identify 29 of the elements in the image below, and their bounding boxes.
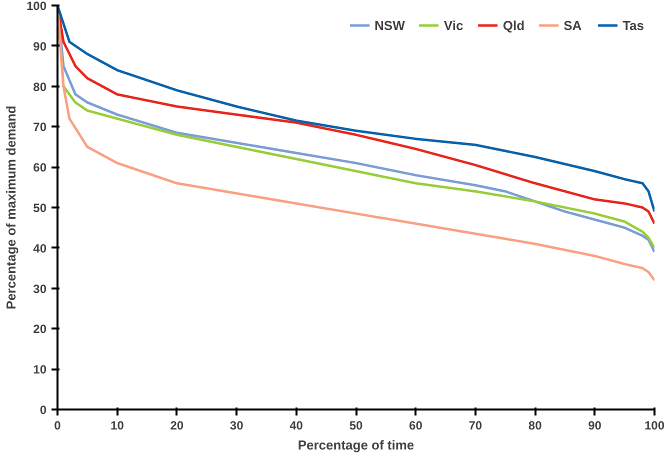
x-axis-title: Percentage of time	[298, 438, 414, 452]
x-tick-label: 30	[230, 418, 244, 432]
y-tick-label: 0	[40, 403, 47, 417]
legend-label: SA	[564, 18, 583, 32]
x-tick-label: 80	[528, 418, 542, 432]
y-tick-label: 90	[33, 39, 47, 54]
x-tick-label: 100	[644, 418, 665, 432]
y-tick-label: 70	[33, 120, 47, 134]
x-tick-label: 40	[290, 418, 304, 432]
legend-label: Vic	[444, 18, 464, 32]
y-tick-label: 100	[26, 0, 47, 13]
y-tick-label: 20	[33, 322, 47, 336]
legend-label: NSW	[374, 18, 405, 32]
x-tick-label: 60	[409, 418, 423, 432]
legend-label: Qld	[502, 18, 525, 32]
y-tick-label: 10	[33, 362, 47, 377]
y-tick-label: 40	[33, 241, 47, 256]
y-axis-title: Percentage of maximum demand	[3, 106, 18, 310]
y-tick-label: 30	[33, 282, 47, 296]
legend-label: Tas	[622, 18, 644, 32]
y-tick-label: 50	[33, 201, 47, 215]
y-tick-label: 80	[33, 80, 47, 94]
x-tick-label: 90	[588, 418, 602, 432]
x-tick-label: 0	[54, 418, 62, 432]
x-tick-label: 10	[110, 418, 124, 432]
x-tick-label: 70	[468, 418, 482, 432]
x-tick-label: 50	[349, 418, 363, 432]
x-tick-label: 20	[170, 418, 184, 432]
y-tick-label: 60	[33, 160, 47, 175]
